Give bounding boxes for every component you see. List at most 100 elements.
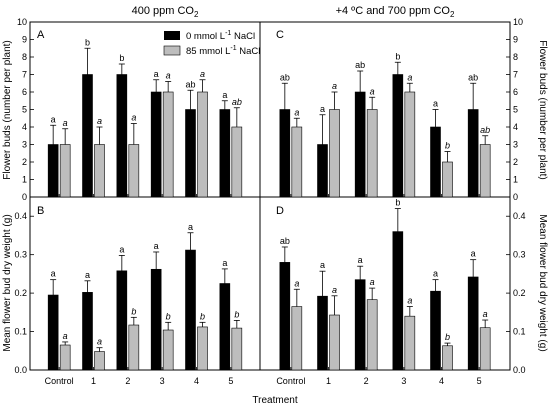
panel-a-ytick-label-5: 5 <box>22 105 27 115</box>
panel-c-bar-s0-0 <box>279 109 291 198</box>
legend: 0 mmol L-1 NaCl 85 mmol L-1 NaCl <box>163 30 260 57</box>
panel-c-sig-label-s1-5: ab <box>480 125 490 135</box>
panel-a-sig-label-s0-5: a <box>222 90 227 100</box>
panel-a-ytick-label-7: 7 <box>22 70 27 80</box>
panel-b-sig-label-s0-2: a <box>119 244 124 254</box>
panel-b-bar-s1-5 <box>231 327 243 371</box>
panel-a-bar-s0-2 <box>116 74 128 198</box>
panel-d-bar-s1-0 <box>291 306 303 371</box>
panel-d-bar-s0-3 <box>392 231 404 371</box>
panel-b-sig-label-s1-2: b <box>131 306 136 316</box>
panel-a-sig-label-s0-0: a <box>51 114 56 124</box>
panel-a-sig-label-s0-3: a <box>154 69 159 79</box>
panel-c-bar-s0-3 <box>392 74 404 198</box>
panel-b-bar-s1-1 <box>94 351 105 371</box>
panel-b-bar-s1-4 <box>197 326 208 371</box>
legend-label-0: 0 mmol L-1 NaCl <box>186 30 255 42</box>
panel-a-bar-s1-0 <box>59 144 71 198</box>
panel-b-bar-s0-1 <box>82 292 93 371</box>
panel-c-sig-label-s0-1: a <box>320 104 325 114</box>
panel-d-sig-label-s1-5: a <box>483 309 488 319</box>
panel-d-xtick-label-3: 3 <box>401 376 406 386</box>
panel-b-bar-s1-2 <box>128 324 140 371</box>
panel-c-sig-label-s1-3: a <box>407 72 412 82</box>
panel-b-sig-label-s0-3: a <box>154 241 159 251</box>
panel-b-xtick-label-0: Control <box>45 376 74 386</box>
panel-d-bar-s1-3 <box>404 315 416 371</box>
panel-d-bar-s0-2 <box>354 279 366 371</box>
panel-c-bar-s1-1 <box>329 109 340 198</box>
y-axis-title-top-right: Flower buds (number per plant) <box>537 40 548 180</box>
panel-a-ytick-label-9: 9 <box>22 35 27 45</box>
panel-a-ytick-label-8: 8 <box>22 52 27 62</box>
panel-a-sig-label-s1-0: a <box>63 118 68 128</box>
panel-d-ytick-label-0: 0.0 <box>513 365 526 375</box>
panel-d-bar-s0-4 <box>430 290 441 371</box>
panel-a-ytick-label-10: 10 <box>17 17 27 27</box>
panel-d-sig-label-s1-4: b <box>445 332 450 342</box>
panel-a-ytick-label-0: 0 <box>22 192 27 202</box>
panel-d-sig-label-s1-3: a <box>407 296 412 306</box>
panel-a-ytick-label-1: 1 <box>22 175 27 185</box>
panel-b-sig-label-s1-0: a <box>63 331 68 341</box>
panel-c-ytick-label-4: 4 <box>513 122 518 132</box>
panel-b-xtick-label-5: 5 <box>228 376 233 386</box>
y-axis-title-bottom-left: Mean flower bud dry weight (g) <box>2 214 13 351</box>
panel-a-bar-s0-5 <box>219 109 231 198</box>
column-title-left: 400 ppm CO2 <box>132 5 199 19</box>
panel-d-xtick-label-2: 2 <box>364 376 369 386</box>
panel-b-bar-s1-3 <box>162 329 174 371</box>
panel-letter-d: D <box>276 205 284 217</box>
panel-a-bar-s1-1 <box>94 144 105 198</box>
legend-swatch-1 <box>163 45 181 56</box>
panel-d-xtick-label-4: 4 <box>439 376 444 386</box>
panel-b-bar-s0-4 <box>185 249 196 371</box>
panel-d-sig-label-s1-0: a <box>294 278 299 288</box>
panel-c-bar-s0-1 <box>317 144 328 198</box>
panel-a-sig-label-s0-4: ab <box>185 79 195 89</box>
panel-a-sig-label-s1-4: a <box>200 69 205 79</box>
panel-b-xtick-label-1: 1 <box>91 376 96 386</box>
panel-d-xtick-label-1: 1 <box>326 376 331 386</box>
panel-c-ytick-label-0: 0 <box>513 192 518 202</box>
column-title-right: +4 ºC and 700 ppm CO2 <box>336 5 455 19</box>
panel-letter-c: C <box>276 29 284 41</box>
panel-b-sig-label-s1-4: b <box>200 311 205 321</box>
panel-d-frame <box>259 196 511 371</box>
panel-c-bar-s1-2 <box>366 109 378 198</box>
panel-a-bar-s0-1 <box>82 74 93 198</box>
panel-c-ytick-label-10: 10 <box>513 17 523 27</box>
panel-d-ytick-label-1: 0.1 <box>513 327 526 337</box>
y-axis-title-bottom-right: Mean flower bud dry weight (g) <box>537 214 548 351</box>
panel-d-ytick-label-2: 0.2 <box>513 288 526 298</box>
panel-d-ytick-label-4: 0.4 <box>513 211 526 221</box>
panel-a-bar-s1-5 <box>231 126 243 198</box>
panel-c-bar-s1-4 <box>442 161 453 198</box>
panel-d-bar-s0-5 <box>467 276 479 371</box>
panel-b-ytick-label-0: 0.0 <box>14 365 27 375</box>
panel-d-sig-label-s0-3: b <box>395 198 400 208</box>
panel-c-sig-label-s1-4: b <box>445 141 450 151</box>
panel-c-bar-s1-5 <box>479 144 491 198</box>
panel-d-bar-s1-4 <box>442 345 453 371</box>
panel-a-sig-label-s1-2: a <box>131 113 136 123</box>
panel-b-sig-label-s0-4: a <box>188 222 193 232</box>
panel-letter-a: A <box>37 29 45 41</box>
panel-c-ytick-label-7: 7 <box>513 70 518 80</box>
panel-c-bar-s0-2 <box>354 91 366 198</box>
panel-a-ytick-label-6: 6 <box>22 87 27 97</box>
panel-b-ytick-label-4: 0.4 <box>14 211 27 221</box>
panel-b-ytick-label-2: 0.2 <box>14 288 27 298</box>
y-axis-title-top-left: Flower buds (number per plant) <box>2 40 13 180</box>
panel-c-bar-s0-5 <box>467 109 479 198</box>
panel-b-sig-label-s0-0: a <box>51 269 56 279</box>
panel-c-sig-label-s0-3: b <box>395 51 400 61</box>
panel-b-xtick-label-4: 4 <box>194 376 199 386</box>
legend-label-1: 85 mmol L-1 NaCl <box>186 45 260 57</box>
panel-d-sig-label-s1-2: a <box>370 277 375 287</box>
panel-b-ytick-label-1: 0.1 <box>14 327 27 337</box>
panel-b-sig-label-s1-5: b <box>234 309 239 319</box>
panel-d-xtick-label-5: 5 <box>477 376 482 386</box>
